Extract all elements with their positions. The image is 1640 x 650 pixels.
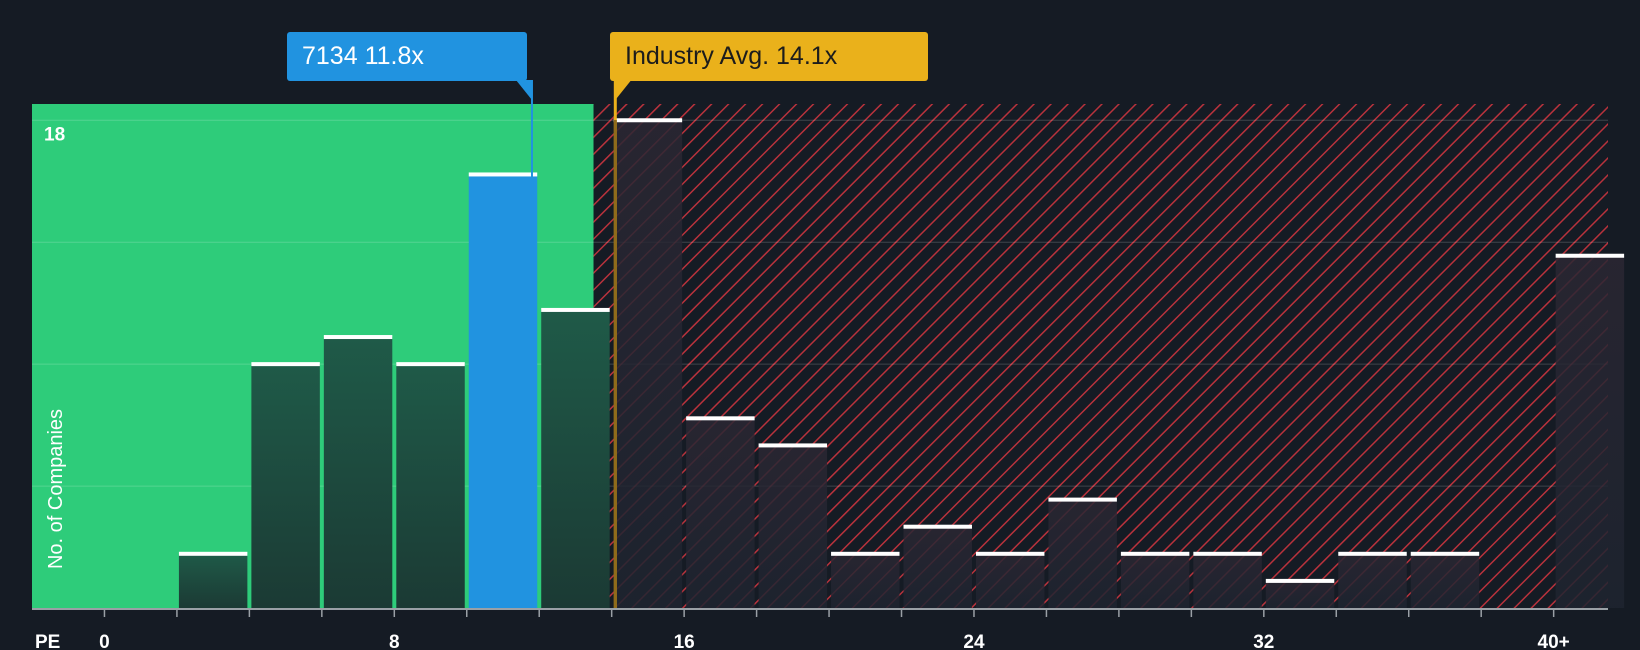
histogram-bar: [831, 553, 900, 608]
histogram-bar: [613, 120, 683, 609]
histogram-bar: [1555, 255, 1625, 608]
company-ticker: 7134: [302, 42, 358, 70]
histogram-bar: [1048, 499, 1117, 608]
histogram-bar-cap: [541, 307, 610, 312]
histogram-bar: [1410, 553, 1480, 608]
histogram-bar: [541, 309, 610, 608]
histogram-bar-cap: [468, 172, 538, 177]
histogram-bar-cap: [831, 551, 900, 556]
histogram-bar-cap: [613, 118, 683, 123]
histogram-bar-cap: [178, 551, 248, 556]
industry-average-callout: Industry Avg. 14.1x: [610, 32, 928, 81]
histogram-bar: [1193, 553, 1262, 608]
company-pe-callout: 7134 11.8x: [287, 32, 527, 81]
y-axis-label: No. of Companies: [45, 409, 67, 569]
histogram-bar-cap: [1555, 253, 1625, 258]
x-tick-label: 32: [1253, 632, 1274, 650]
histogram-bar: [1120, 553, 1190, 608]
histogram-bar: [975, 553, 1045, 608]
x-tick-label: 16: [674, 632, 695, 650]
histogram-bar: [323, 337, 393, 608]
histogram-bar: [396, 364, 465, 608]
industry-average-value: 14.1x: [776, 42, 838, 70]
x-tick-label: 0: [99, 632, 110, 650]
histogram-bar-cap: [396, 362, 465, 367]
histogram-bar: [686, 418, 755, 608]
x-tick-label: 8: [389, 632, 400, 650]
histogram-bar-cap: [686, 416, 755, 421]
histogram-bar-cap: [323, 335, 393, 340]
marker-lines: [515, 80, 632, 608]
histogram-bar-cap: [1410, 551, 1480, 556]
histogram-bar-cap: [1265, 578, 1335, 583]
histogram-bar-cap: [1120, 551, 1190, 556]
histogram-bar: [1338, 553, 1407, 608]
bars: [178, 118, 1625, 609]
histogram-bar-cap: [1193, 551, 1262, 556]
histogram-bar: [178, 553, 248, 608]
histogram-bar: [903, 526, 972, 608]
histogram-bar: [1265, 580, 1335, 608]
histogram-bar-cap: [1048, 497, 1117, 502]
x-tick-label: 40+: [1538, 632, 1570, 650]
histogram-bar-cap: [1338, 551, 1407, 556]
y-tick-label: 18: [44, 124, 65, 145]
histogram-bar: [251, 364, 320, 608]
histogram-bar: [758, 445, 828, 608]
histogram-bar-cap: [251, 362, 320, 367]
x-tick-label: 24: [963, 632, 985, 650]
x-axis-label: PE: [35, 632, 60, 650]
company-callout-pointer: [515, 80, 532, 100]
industry-callout-pointer: [615, 80, 632, 100]
company-pe-value: 11.8x: [364, 42, 424, 70]
x-axis: 0 8 16 24 32 40+: [32, 608, 1608, 650]
histogram-bar: [468, 174, 538, 609]
histogram-bar-cap: [975, 551, 1045, 556]
industry-average-label: Industry Avg.: [625, 42, 770, 70]
histogram-bar-cap: [758, 443, 828, 448]
histogram-bar-cap: [903, 524, 972, 529]
